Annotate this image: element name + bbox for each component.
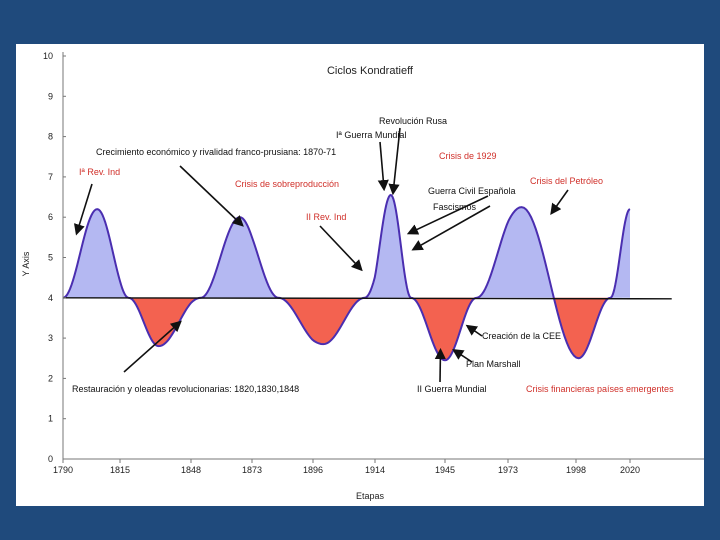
x-tick-label: 1896 [303, 465, 323, 475]
y-tick-label: 4 [48, 293, 53, 303]
y-tick-label: 2 [48, 373, 53, 383]
annotation-restauracion: Restauración y oleadas revolucionarias: … [72, 384, 299, 394]
annotation-crisis-1929: Crisis de 1929 [439, 151, 497, 161]
annotation-cee: Creación de la CEE [482, 331, 561, 341]
arrow-crecimiento [179, 165, 244, 227]
expansion-area [63, 209, 129, 298]
y-tick-label: 10 [43, 51, 53, 61]
y-tick-label: 1 [48, 414, 53, 424]
expansion-area [475, 207, 553, 299]
x-tick-label: 1945 [435, 465, 455, 475]
kondratieff-chart: 0 1 2 3 4 5 6 7 8 9 10 1790 1815 1848 1873 1896 1914 1945… [21, 51, 704, 501]
recession-area [411, 297, 476, 361]
recession-area [128, 297, 199, 347]
expansion-area [198, 217, 279, 299]
annotation-guerra-civil: Guerra Civil Española [428, 186, 516, 196]
slide: 0 1 2 3 4 5 6 7 8 9 10 1790 1815 1848 1873 1896 1914 1945… [16, 44, 704, 506]
x-tick-label: 1848 [181, 465, 201, 475]
chart-title: Ciclos Kondratieff [327, 65, 414, 77]
y-axis-title: Y Axis [21, 251, 31, 276]
x-tick-label: 1998 [566, 465, 586, 475]
arrow-guerra-1 [377, 141, 389, 192]
arrow-rev-rusa [388, 127, 401, 196]
baseline-line [62, 297, 672, 300]
expansion-area [609, 209, 630, 299]
y-tick-label: 3 [48, 333, 53, 343]
annotation-rev-ind-1: Iª Rev. Ind [79, 167, 120, 177]
annotation-rev-ind-2: II Rev. Ind [306, 212, 346, 222]
arrow-crisis-petroleo [550, 189, 569, 215]
x-tick-label: 1973 [498, 465, 518, 475]
y-tick-label: 8 [48, 132, 53, 142]
annotation-sobreproduccion: Crisis de sobreproducción [235, 179, 339, 189]
expansion-area [362, 195, 412, 298]
y-tick-label: 9 [48, 91, 53, 101]
annotation-rev-rusa: Revolución Rusa [379, 116, 447, 126]
x-axis-title: Etapas [356, 491, 385, 501]
arrow-guerra-civil [406, 195, 489, 235]
annotation-marshall: Plan Marshall [466, 359, 521, 369]
annotation-emergentes: Crisis financieras países emergentes [526, 384, 674, 394]
arrow-marshall [452, 348, 473, 363]
y-tick-label: 7 [48, 172, 53, 182]
annotation-fascismos: Fascismos [433, 202, 477, 212]
y-tick-label: 6 [48, 212, 53, 222]
annotation-guerra-1: Iª Guerra Mundial [336, 130, 406, 140]
annotation-guerra-2: II Guerra Mundial [417, 384, 487, 394]
x-tick-label: 2020 [620, 465, 640, 475]
x-tick-label: 1790 [53, 465, 73, 475]
arrow-rev-ind-2 [319, 225, 363, 272]
arrow-rev-ind-1 [73, 183, 93, 236]
y-tick-label: 0 [48, 454, 53, 464]
annotation-crisis-petroleo: Crisis del Petróleo [530, 176, 603, 186]
x-tick-label: 1873 [242, 465, 262, 475]
x-tick-label: 1914 [365, 465, 385, 475]
arrow-cee [465, 324, 483, 337]
recession-area [278, 297, 363, 345]
arrow-fascismos [411, 205, 491, 251]
arrow-restauracion [123, 320, 182, 373]
annotation-crecimiento: Crecimiento económico y rivalidad franco… [96, 147, 336, 157]
x-tick-label: 1815 [110, 465, 130, 475]
y-tick-label: 5 [48, 253, 53, 263]
